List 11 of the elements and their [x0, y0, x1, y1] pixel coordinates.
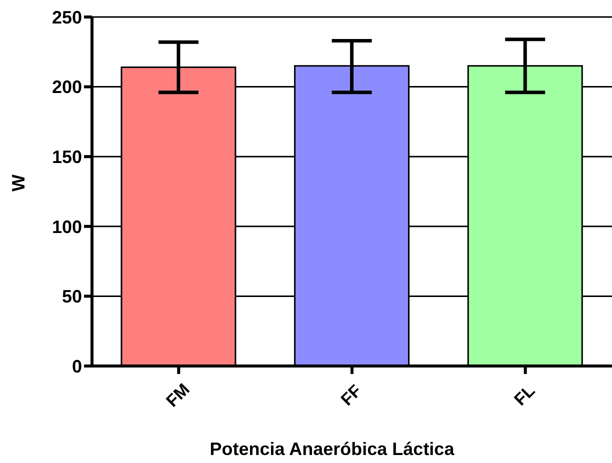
- x-tick-label: FF: [337, 381, 366, 410]
- x-axis-title: Potencia Anaeróbica Láctica: [210, 439, 456, 459]
- y-tick-label: 200: [52, 77, 82, 98]
- y-tick-label: 100: [52, 216, 82, 237]
- y-axis-title: W: [8, 174, 28, 192]
- y-tick-label: 0: [72, 356, 82, 376]
- y-tick-label: 150: [52, 146, 82, 167]
- x-tick-label: FL: [510, 381, 539, 410]
- y-tick-label: 250: [52, 7, 82, 28]
- x-tick-label: FM: [162, 380, 194, 411]
- y-tick-label: 50: [62, 286, 82, 307]
